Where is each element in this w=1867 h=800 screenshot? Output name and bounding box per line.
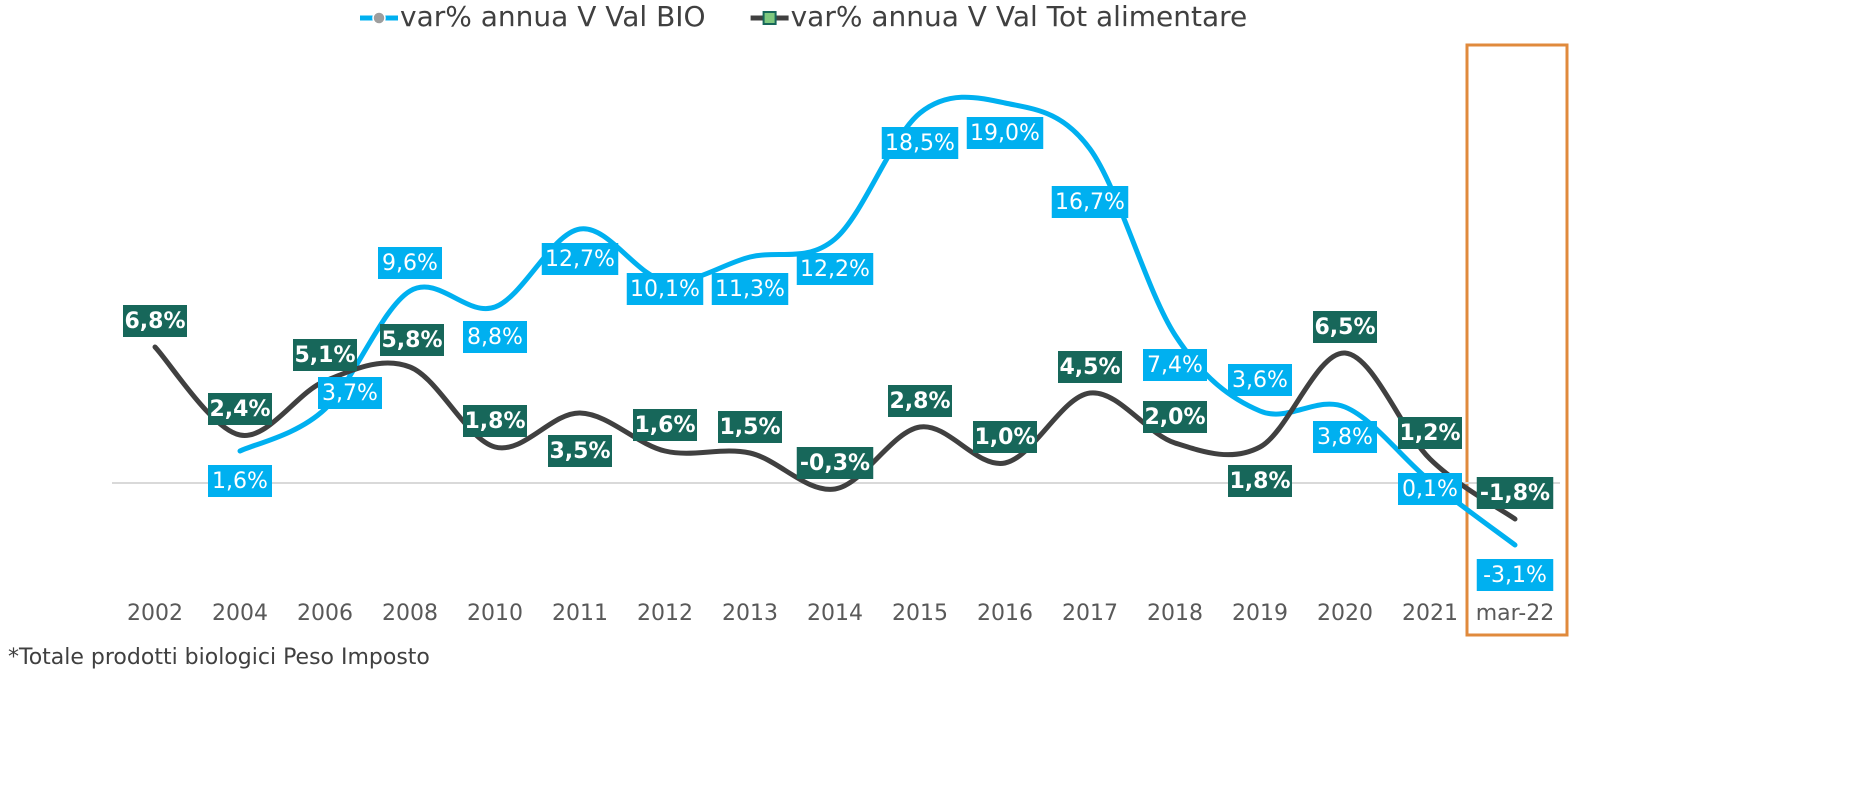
label-box <box>1476 559 1554 591</box>
data-label: 12,2% <box>800 257 870 282</box>
label-box <box>1143 349 1207 381</box>
data-label: 11,3% <box>715 277 785 302</box>
x-tick-label: 2021 <box>1402 601 1458 626</box>
x-tick-label: mar-22 <box>1476 601 1554 626</box>
legend-label: var% annua V Val BIO <box>400 0 706 33</box>
label-box <box>1143 401 1207 433</box>
data-label: 12,7% <box>545 247 615 272</box>
label-box <box>548 435 612 467</box>
x-tick-label: 2013 <box>722 601 778 626</box>
x-tick-label: 2006 <box>297 601 353 626</box>
data-label: 6,8% <box>124 309 185 334</box>
data-label: 2,4% <box>209 397 270 422</box>
data-label: 1,6% <box>634 413 695 438</box>
data-label: 6,5% <box>1314 315 1375 340</box>
legend-marker <box>372 11 386 25</box>
label-box <box>633 409 697 441</box>
data-label: 3,8% <box>1317 425 1373 450</box>
label-box <box>973 421 1037 453</box>
data-label: 4,5% <box>1059 355 1120 380</box>
data-label: 19,0% <box>970 121 1040 146</box>
x-tick-label: 2008 <box>382 601 438 626</box>
data-label: -0,3% <box>800 451 870 476</box>
x-tick-label: 2002 <box>127 601 183 626</box>
data-label: 5,8% <box>381 328 442 353</box>
highlight-box <box>1465 43 1569 637</box>
label-box <box>1398 417 1462 449</box>
data-label: 2,8% <box>889 389 950 414</box>
label-box <box>293 339 357 371</box>
data-label: 5,1% <box>294 343 355 368</box>
label-box <box>711 273 789 305</box>
label-box <box>208 393 272 425</box>
label-box <box>1228 364 1292 396</box>
label-box <box>718 411 782 443</box>
label-box <box>881 127 959 159</box>
data-label: 9,6% <box>382 251 438 276</box>
label-box <box>1058 351 1122 383</box>
data-label: 2,0% <box>1144 405 1205 430</box>
label-box <box>541 243 619 275</box>
x-tick-label: 2011 <box>552 601 608 626</box>
x-tick-label: 2010 <box>467 601 523 626</box>
data-label: 3,6% <box>1232 368 1288 393</box>
x-tick-label: 2018 <box>1147 601 1203 626</box>
label-box <box>796 253 874 285</box>
label-box <box>1051 186 1129 218</box>
label-box <box>626 273 704 305</box>
data-label: 3,5% <box>549 439 610 464</box>
label-box <box>888 385 952 417</box>
footnote: *Totale prodotti biologici Peso Imposto <box>8 645 430 670</box>
data-label: -3,1% <box>1483 563 1547 588</box>
x-tick-label: 2014 <box>807 601 863 626</box>
legend-marker <box>762 11 777 25</box>
x-tick-label: 2020 <box>1317 601 1373 626</box>
data-label: 7,4% <box>1147 353 1203 378</box>
label-box <box>463 321 527 353</box>
data-label: 1,8% <box>1229 469 1290 494</box>
label-box <box>1313 421 1377 453</box>
data-label: 1,8% <box>464 409 525 434</box>
x-tick-label: 2004 <box>212 601 268 626</box>
data-label: 1,6% <box>212 469 268 494</box>
label-box <box>123 305 187 337</box>
x-tick-label: 2019 <box>1232 601 1288 626</box>
data-label: 0,1% <box>1402 477 1458 502</box>
x-tick-label: 2017 <box>1062 601 1118 626</box>
data-label: 8,8% <box>467 325 523 350</box>
label-box <box>796 447 874 479</box>
label-box <box>208 465 272 497</box>
label-box <box>966 117 1044 149</box>
label-box <box>1398 473 1462 505</box>
data-label: 1,5% <box>719 415 780 440</box>
data-label: 16,7% <box>1055 190 1125 215</box>
data-label: -1,8% <box>1480 481 1550 506</box>
data-label: 18,5% <box>885 131 955 156</box>
legend-label: var% annua V Val Tot alimentare <box>791 0 1248 33</box>
x-tick-label: 2016 <box>977 601 1033 626</box>
x-tick-label: 2012 <box>637 601 693 626</box>
series-line <box>152 344 1518 522</box>
x-tick-label: 2015 <box>892 601 948 626</box>
label-box <box>1476 477 1554 509</box>
label-box <box>380 324 444 356</box>
label-box <box>1228 465 1292 497</box>
data-label: 1,0% <box>974 425 1035 450</box>
data-label: 1,2% <box>1399 421 1460 446</box>
label-box <box>378 247 442 279</box>
label-box <box>318 377 382 409</box>
label-box <box>1313 311 1377 343</box>
data-label: 10,1% <box>630 277 700 302</box>
data-label: 3,7% <box>322 381 378 406</box>
label-box <box>463 405 527 437</box>
